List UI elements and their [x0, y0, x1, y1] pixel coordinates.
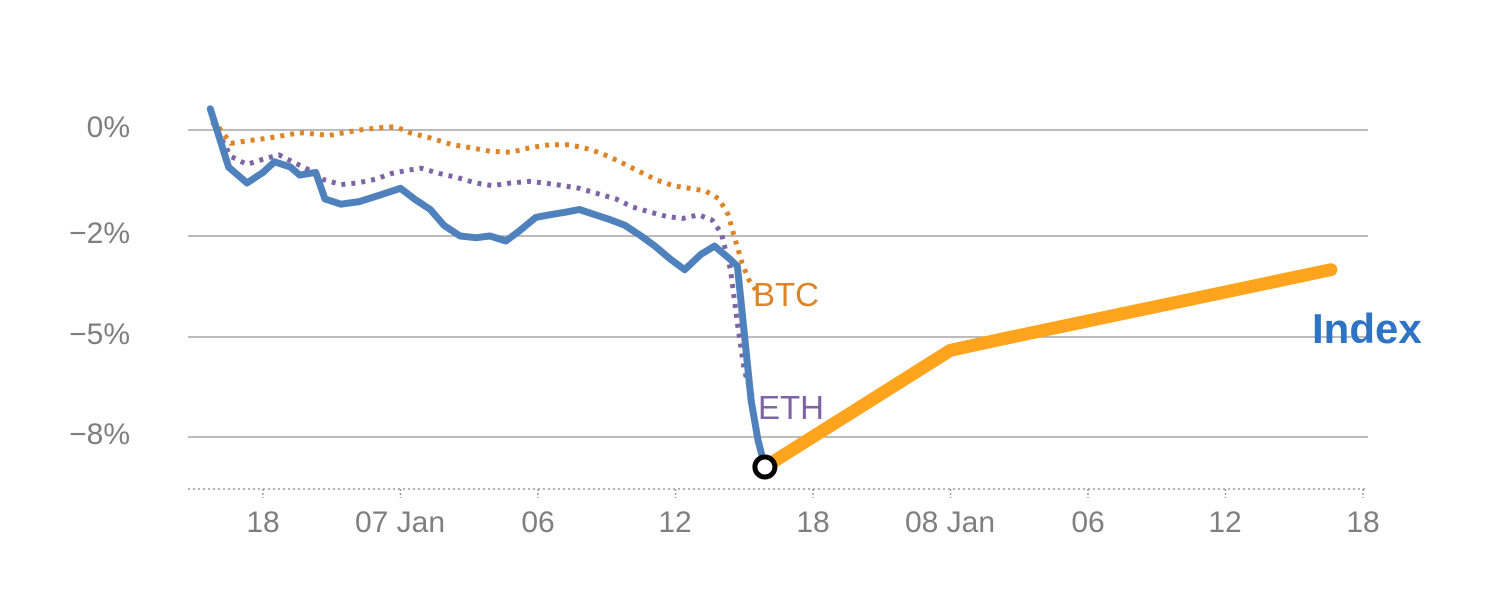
y-tick-label: −2%	[69, 217, 130, 250]
x-tick-label: 18	[796, 506, 830, 539]
x-tick-label: 18	[1346, 506, 1380, 539]
y-tick-label: −8%	[69, 418, 130, 451]
x-tick-label: 12	[1208, 506, 1242, 539]
x-tick-label: 07 Jan	[354, 506, 446, 539]
x-tick-label: 18	[246, 506, 280, 539]
x-tick-label: 12	[658, 506, 692, 539]
x-tick-label: 06	[521, 506, 555, 539]
series-line-index-projection	[758, 263, 1338, 474]
x-tick-label: 08 Jan	[904, 506, 996, 539]
series-label-index: Index	[1312, 305, 1422, 352]
series-label-eth: ETH	[758, 389, 824, 426]
x-tick-label: 06	[1071, 506, 1105, 539]
series-label-btc: BTC	[753, 276, 819, 313]
y-tick-label: 0%	[86, 111, 130, 144]
series-line-eth	[210, 120, 758, 402]
low-point-marker	[752, 454, 778, 480]
series-line-index	[206, 105, 769, 471]
series-line-btc	[210, 117, 758, 292]
y-tick-label: −5%	[69, 318, 130, 351]
